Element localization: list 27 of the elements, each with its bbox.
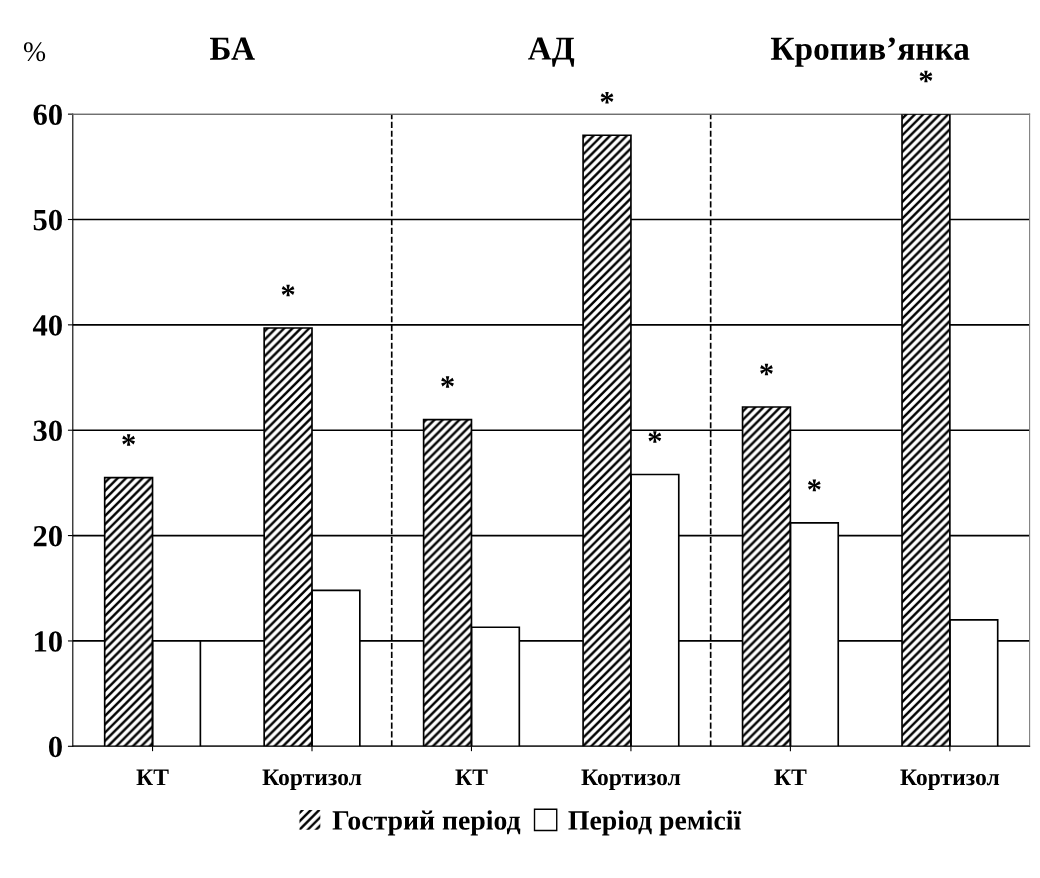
y-tick-label: 60 (33, 104, 62, 126)
y-tick-label: 10 (34, 631, 62, 652)
x-tick-label: Кортизол (900, 769, 1000, 791)
y-tick-label: 0 (48, 736, 62, 758)
x-tick-label: КТ (774, 769, 807, 786)
text: АД (528, 37, 575, 67)
y-tick-label: 50 (33, 209, 62, 231)
data-label: * (760, 363, 773, 376)
text: БА (210, 37, 255, 60)
legend-label: Гострий період (332, 810, 521, 836)
legend-label: Період ремісії (568, 810, 742, 836)
y-tick-label: 20 (33, 525, 62, 547)
y-tick-label: 40 (32, 315, 62, 336)
data-label: * (919, 70, 933, 83)
data-label: * (122, 434, 135, 446)
x-tick-label: КТ (136, 769, 169, 786)
data-label: * (807, 479, 821, 492)
y-tick-label: 30 (33, 420, 62, 442)
x-tick-label: Кортизол (581, 769, 681, 791)
y-axis-title: % (23, 42, 46, 62)
data-label: * (441, 376, 454, 388)
text: Кропив’янка (770, 37, 970, 67)
data-label: * (600, 91, 614, 104)
x-tick-label: Кортизол (262, 769, 362, 791)
data-label: * (648, 431, 662, 443)
data-label: * (281, 284, 295, 297)
x-tick-label: КТ (455, 769, 488, 786)
